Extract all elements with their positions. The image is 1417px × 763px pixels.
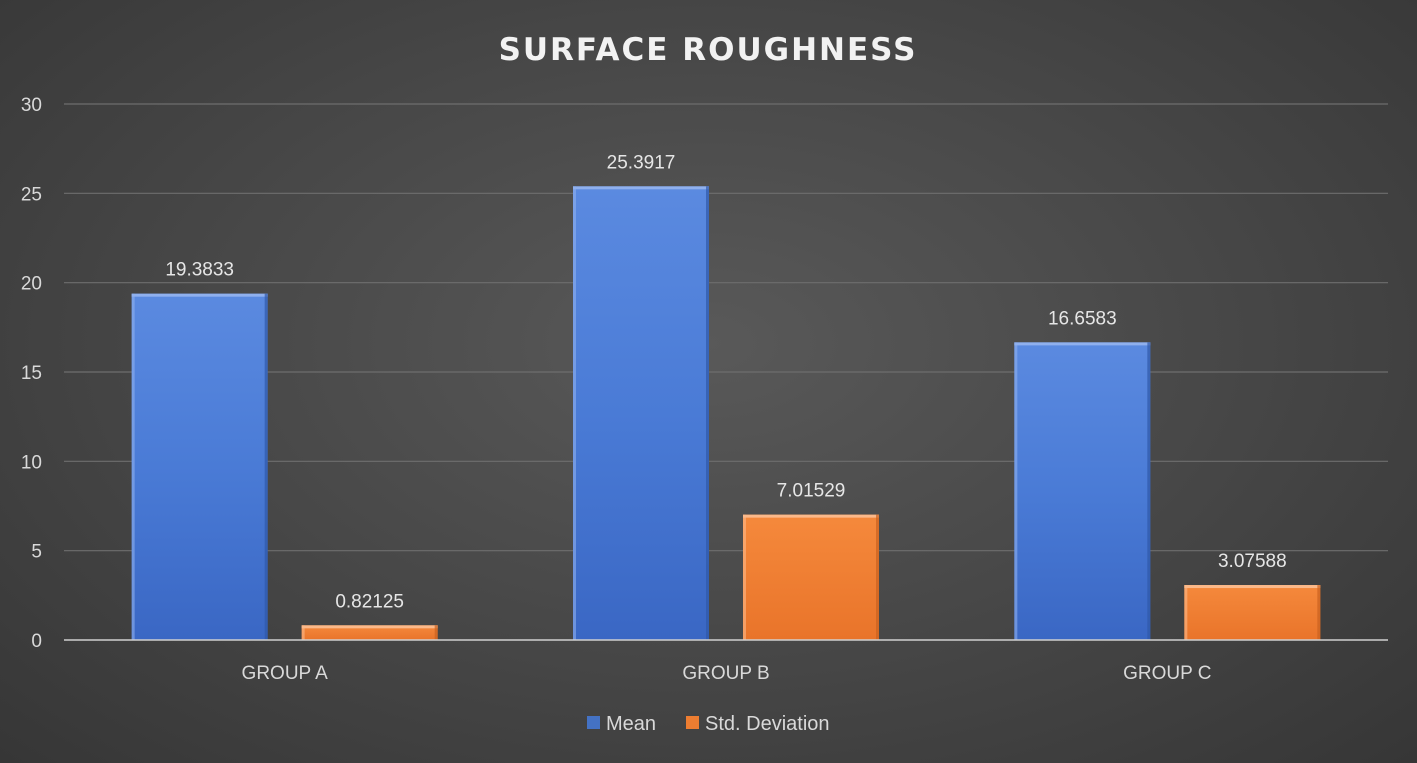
bar	[1014, 342, 1151, 640]
y-tick-label: 20	[21, 274, 42, 295]
bars: 19.3833 0.82125 25.3917 7.01529 16.6583 3.075…	[131, 152, 1321, 640]
bar	[743, 514, 879, 640]
chart-title: SURFACE ROUGHNESS	[499, 32, 918, 68]
bar-bevel-top	[743, 514, 879, 518]
legend-swatch	[587, 716, 600, 729]
data-label: 25.3917	[607, 152, 676, 173]
bar-bevel-top	[573, 186, 709, 190]
y-tick-label: 5	[31, 542, 42, 563]
bar	[131, 293, 268, 640]
x-tick-label: GROUP C	[1123, 663, 1211, 684]
y-tick-label: 30	[21, 95, 42, 116]
data-label: 0.82125	[335, 591, 404, 612]
legend-label: Mean	[606, 713, 656, 735]
legend-label: Std. Deviation	[705, 713, 830, 735]
bar-bevel-left	[743, 514, 746, 640]
gridlines: 0 5 10 15 20 25 30	[21, 95, 1388, 652]
x-axis: GROUP A GROUP B GROUP C	[64, 639, 1388, 684]
y-tick-label: 0	[31, 631, 42, 652]
x-tick-label: GROUP B	[682, 663, 769, 684]
bar	[1184, 585, 1321, 640]
bar-bevel-top	[131, 293, 268, 297]
data-label: 19.3833	[165, 260, 234, 281]
data-label: 16.6583	[1048, 308, 1117, 329]
bar-bevel-right	[1317, 585, 1321, 640]
bar-bevel-right	[264, 293, 268, 640]
bar	[573, 186, 709, 640]
bar-bevel-top	[1014, 342, 1151, 346]
legend: Mean Std. Deviation	[587, 713, 830, 735]
data-label: 3.07588	[1218, 551, 1287, 572]
bar-bevel-right	[706, 186, 709, 640]
bar-bevel-left	[301, 625, 305, 640]
bar-bevel-left	[1184, 585, 1188, 640]
bar-bevel-right	[876, 514, 879, 640]
bar-bevel-left	[131, 293, 135, 640]
bar-bevel-left	[1014, 342, 1018, 640]
bar-bevel-top	[301, 625, 438, 629]
bar-bevel-right	[434, 625, 438, 640]
y-tick-label: 10	[21, 452, 42, 473]
legend-swatch	[686, 716, 699, 729]
bar-bevel-right	[1147, 342, 1151, 640]
data-label: 7.01529	[777, 481, 846, 502]
bar-bevel-top	[1184, 585, 1321, 589]
x-tick-label: GROUP A	[242, 663, 329, 684]
bar	[301, 625, 438, 640]
y-tick-label: 25	[21, 184, 42, 205]
bar-bevel-left	[573, 186, 576, 640]
y-tick-label: 15	[21, 363, 42, 384]
